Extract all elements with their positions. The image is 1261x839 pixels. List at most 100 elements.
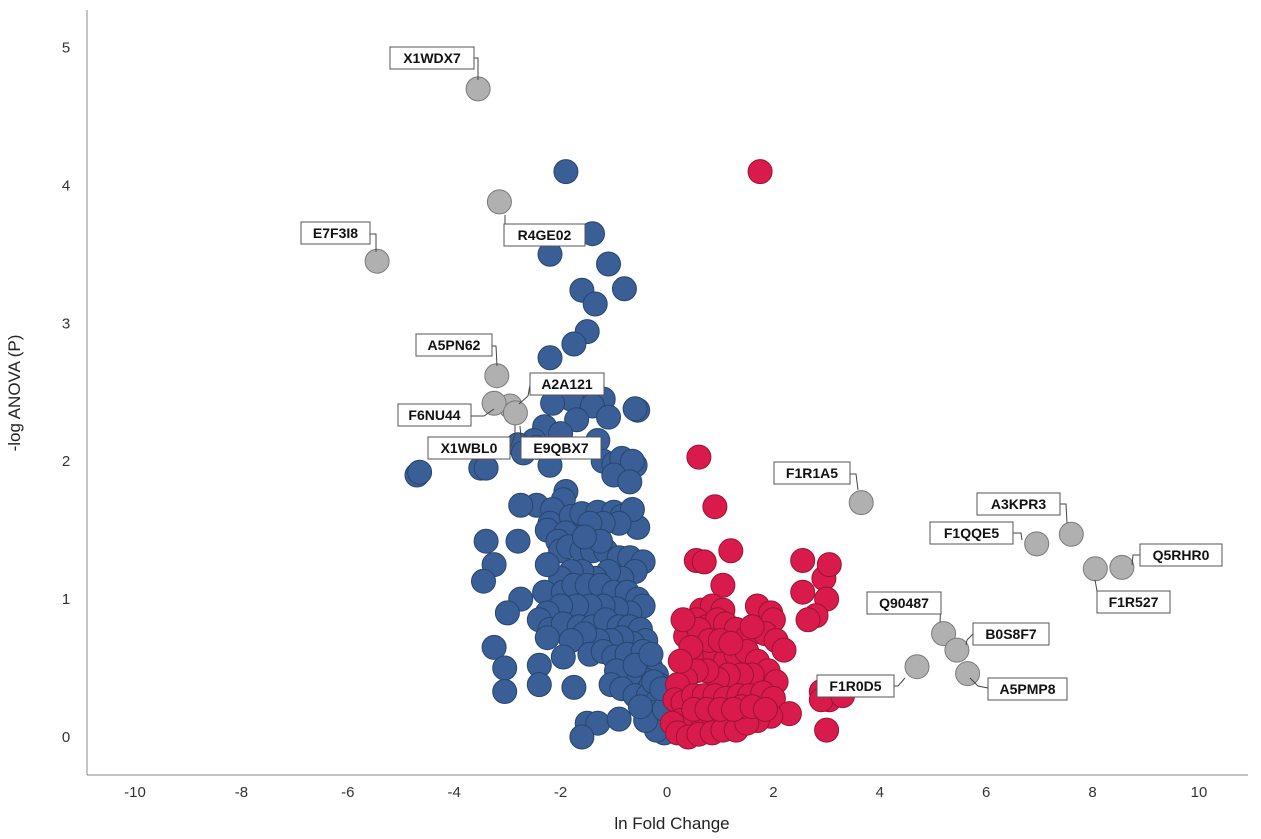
- callout-box: [415, 333, 493, 357]
- down-point: [611, 276, 637, 302]
- down-point: [505, 528, 531, 554]
- down-point: [617, 469, 643, 495]
- callout: Q5RHR0: [1131, 543, 1223, 567]
- callout-leader-line: [1060, 503, 1068, 524]
- callout-label: F1R1A5: [786, 465, 838, 481]
- labeled-point: [484, 363, 510, 389]
- callout-box: [397, 403, 472, 427]
- up-point: [814, 717, 840, 743]
- callout-box: [1096, 590, 1171, 614]
- labeled-point: [486, 189, 512, 215]
- x-tick-label: 4: [876, 784, 884, 801]
- down-point: [473, 528, 499, 554]
- callout-box: [300, 221, 371, 245]
- down-point: [582, 291, 608, 317]
- y-tick-label: 0: [62, 729, 70, 746]
- callout-label: A2A121: [541, 376, 593, 392]
- x-tick-label: 8: [1088, 784, 1096, 801]
- callout-leader-line: [1013, 532, 1023, 541]
- callout: F6NU44: [397, 403, 495, 427]
- down-point: [473, 455, 499, 481]
- down-point: [627, 694, 653, 720]
- callout-leader-line: [1131, 554, 1140, 566]
- callout-box: [972, 622, 1050, 646]
- y-tick-labels: 0 1 2 3 4 5: [62, 40, 70, 747]
- callout-label: X1WBL0: [441, 440, 498, 456]
- down-point: [606, 706, 632, 732]
- callout-labels: X1WDX7 R4GE02 E7F3I8 A5PN62 A2A121 F6NU44 X1WB…: [300, 46, 1223, 701]
- callout-label: X1WDX7: [403, 50, 461, 66]
- callout: X1WBL0: [427, 425, 516, 460]
- callout: E7F3I8: [300, 221, 377, 252]
- x-tick-label: -8: [235, 784, 248, 801]
- down-point: [494, 600, 520, 626]
- x-tick-label: -2: [554, 784, 567, 801]
- callout-box: [503, 223, 586, 247]
- callout-label: R4GE02: [518, 227, 572, 243]
- callout: R4GE02: [503, 215, 586, 247]
- down-point: [481, 634, 507, 660]
- callout-leader-line: [894, 677, 906, 687]
- up-point: [747, 159, 773, 185]
- labeled-point: [931, 621, 957, 647]
- x-tick-label: 0: [663, 784, 671, 801]
- up-point: [790, 548, 816, 573]
- callout-leader-line: [471, 408, 495, 417]
- down-point: [508, 492, 534, 518]
- callout-label: Q90487: [879, 595, 929, 611]
- labeled-point: [1024, 531, 1050, 557]
- down-point: [526, 672, 552, 698]
- labeled-point: [1082, 556, 1108, 582]
- callout-leader-line: [509, 425, 516, 449]
- up-point: [771, 637, 797, 663]
- labeled-point: [465, 76, 491, 102]
- up-point: [795, 607, 821, 633]
- callout-label: F1R527: [1109, 594, 1159, 610]
- up-point: [816, 552, 842, 578]
- callout-label: Q5RHR0: [1153, 547, 1210, 563]
- y-tick-label: 1: [62, 591, 70, 608]
- callout-label: A5PN62: [428, 337, 481, 353]
- callout: F1QQE5: [929, 521, 1023, 545]
- callout-leader-line: [370, 233, 377, 252]
- x-tick-label: 2: [769, 784, 777, 801]
- callout: B0S8F7: [965, 622, 1050, 646]
- down-point: [550, 644, 576, 670]
- callout-label: A5PMP8: [999, 681, 1055, 697]
- callout-label: E7F3I8: [313, 225, 358, 241]
- y-tick-label: 5: [62, 40, 70, 57]
- y-axis-title: -log ANOVA (P): [5, 335, 24, 452]
- labeled-point: [1109, 554, 1135, 580]
- down-point: [534, 552, 560, 578]
- callout-label: A3KPR3: [991, 496, 1046, 512]
- down-point: [638, 641, 664, 667]
- callout-box: [529, 372, 605, 396]
- callout-leader-line: [850, 473, 859, 491]
- x-tick-label: -10: [124, 784, 146, 801]
- callout: A5PN62: [415, 333, 498, 367]
- down-point: [561, 674, 587, 700]
- callout-leader-line: [965, 633, 974, 646]
- data-points: [364, 76, 1135, 750]
- callout-label: F6NU44: [408, 407, 460, 423]
- down-point: [492, 679, 518, 704]
- labeled-point: [944, 637, 970, 663]
- callout-box: [773, 461, 851, 485]
- labeled-point: [502, 400, 528, 426]
- up-point: [686, 444, 712, 470]
- callout-box: [1139, 543, 1223, 567]
- x-tick-labels: -10 -8 -6 -4 -2 0 2 4 6 8 10: [124, 784, 1207, 801]
- up-point: [739, 614, 765, 640]
- x-tick-label: 6: [982, 784, 990, 801]
- callout: A2A121: [518, 372, 605, 405]
- down-point: [471, 568, 496, 594]
- down-point: [596, 251, 621, 277]
- up-point: [752, 696, 778, 722]
- callout: Q90487: [866, 591, 942, 623]
- y-tick-label: 4: [62, 177, 70, 194]
- labeled-point: [364, 248, 390, 274]
- up-point: [718, 630, 744, 656]
- callout: F1R527: [1094, 579, 1171, 614]
- down-point: [569, 724, 595, 750]
